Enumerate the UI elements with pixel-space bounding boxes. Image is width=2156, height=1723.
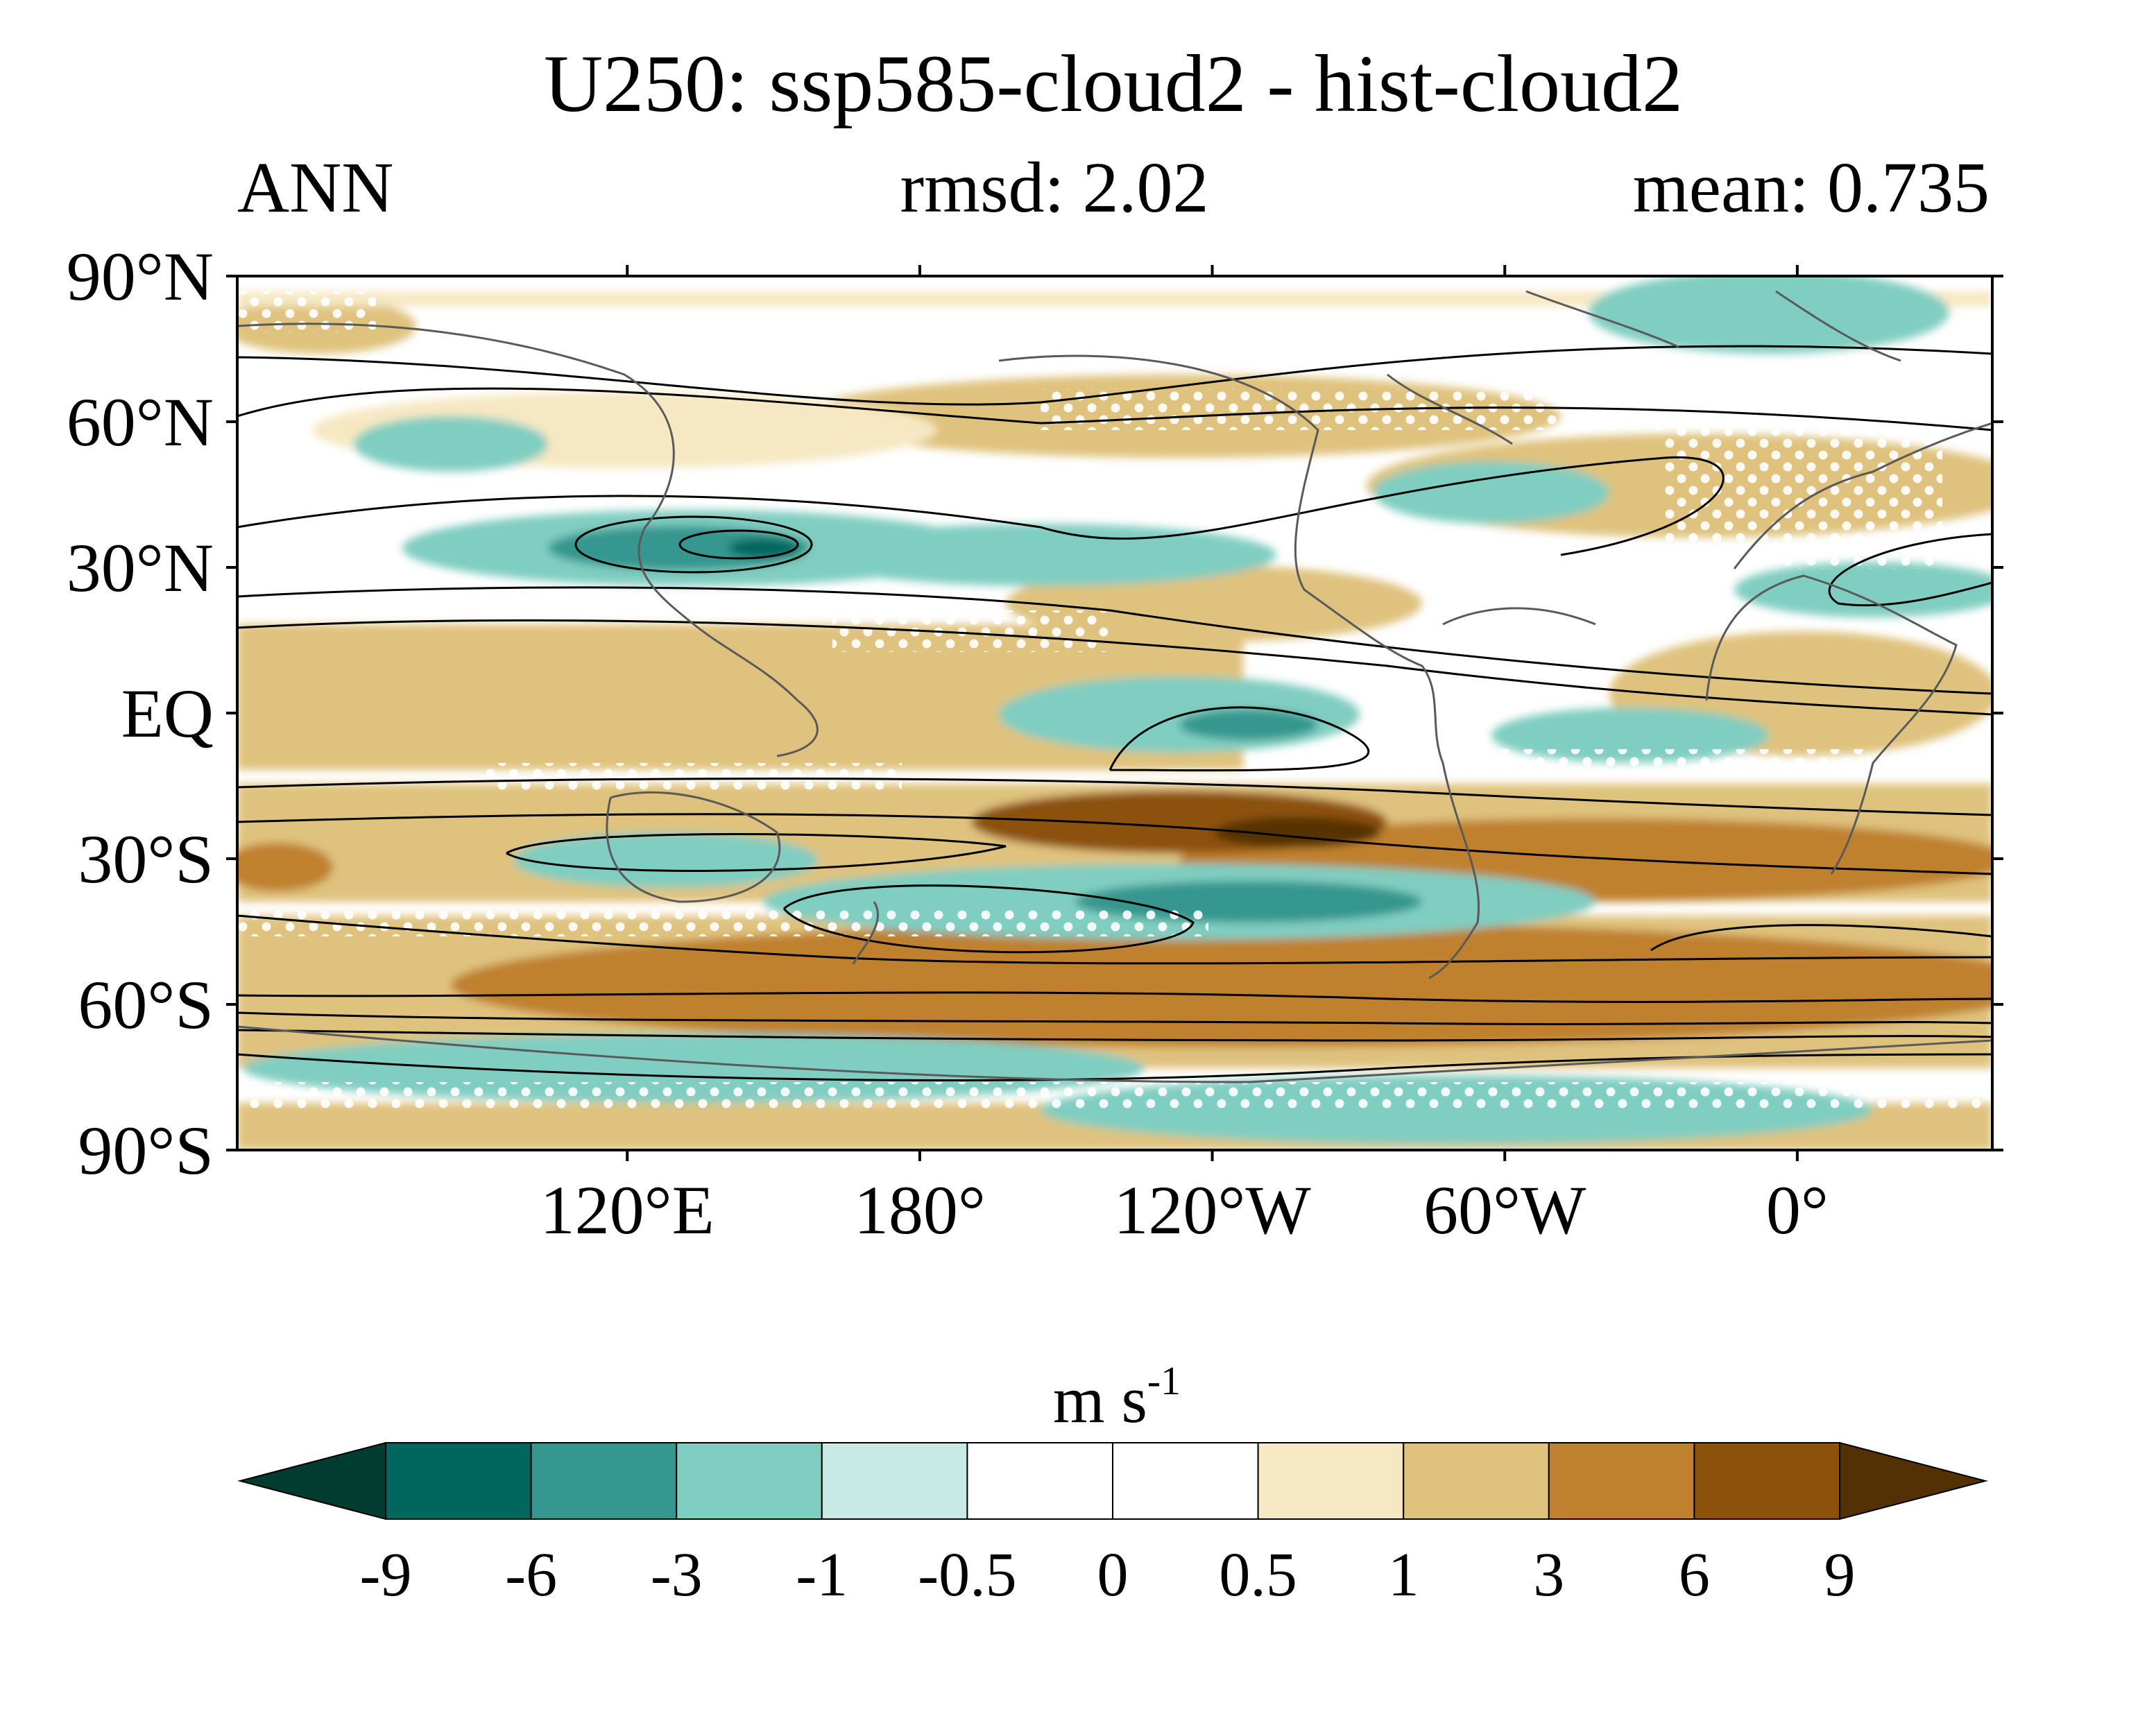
significance-stippling [237,291,1992,1110]
colorbar-extend-high [1839,1441,1988,1520]
colorbar-tick-label: -3 [651,1541,703,1609]
colorbar-box [1257,1442,1405,1520]
lat-label: 30°S [78,821,214,898]
lon-label: 120°E [540,1172,715,1249]
colorbar-tick-label: 9 [1824,1541,1856,1609]
colorbar-tick-label: 6 [1679,1541,1710,1609]
lon-label: 0° [1766,1172,1829,1249]
colorbar-tick-label: 0 [1097,1541,1129,1609]
colorbar-tick-label: -1 [796,1541,848,1609]
colorbar-unit-exponent: -1 [1147,1358,1181,1403]
lon-label: 120°W [1113,1172,1311,1249]
lat-label: 60°N [67,384,214,461]
colorbar-tick-label: 0.5 [1219,1541,1297,1609]
lat-label: 90°S [78,1112,214,1189]
colorbar-box [1403,1442,1550,1520]
colorbar-unit-base: m s [1053,1362,1147,1437]
colorbar-box [1693,1442,1840,1520]
colorbar-box [385,1442,532,1520]
colorbar: m s-1 -9 -6 -3 -1 -0.5 0 0.5 1 3 6 9 [237,1358,1988,1609]
rmsd-label: rmsd: 2.02 [900,148,1209,228]
colorbar-tick-label: 3 [1533,1541,1564,1609]
map-field [237,276,1992,1150]
colorbar-box [821,1442,968,1520]
figure-title: U250: ssp585-cloud2 - hist-cloud2 [544,38,1683,129]
lon-label: 60°W [1423,1172,1586,1249]
colorbar-box [676,1442,823,1520]
lat-label: 90°N [67,238,214,315]
coastlines [237,290,1992,1083]
colorbar-tick-label: -0.5 [918,1541,1016,1609]
lat-label: 60°S [78,966,214,1043]
latitude-axis: 90°N 60°N 30°N EQ 30°S 60°S 90°S [67,238,2003,1189]
colorbar-extend-low [237,1441,386,1520]
longitude-axis: 120°E 180° 120°W 60°W 0° [540,265,1829,1249]
colorbar-labels: -9 -6 -3 -1 -0.5 0 0.5 1 3 6 9 [360,1541,1856,1609]
colorbar-box [1548,1442,1695,1520]
colorbar-box [530,1442,678,1520]
colorbar-unit: m s-1 [1053,1358,1181,1437]
colorbar-tick-label: -9 [360,1541,412,1609]
colorbar-tick-label: 1 [1388,1541,1419,1609]
lon-label: 180° [854,1172,986,1249]
colorbar-box [1112,1442,1259,1520]
season-label: ANN [237,148,393,228]
lat-label: 30°N [67,529,214,606]
colorbar-boxes [237,1441,1988,1520]
lat-label: EQ [121,675,214,752]
colorbar-box [966,1442,1114,1520]
mean-label: mean: 0.735 [1633,148,1990,228]
colorbar-tick-label: -6 [505,1541,557,1609]
climatology-contours [237,345,1992,1081]
